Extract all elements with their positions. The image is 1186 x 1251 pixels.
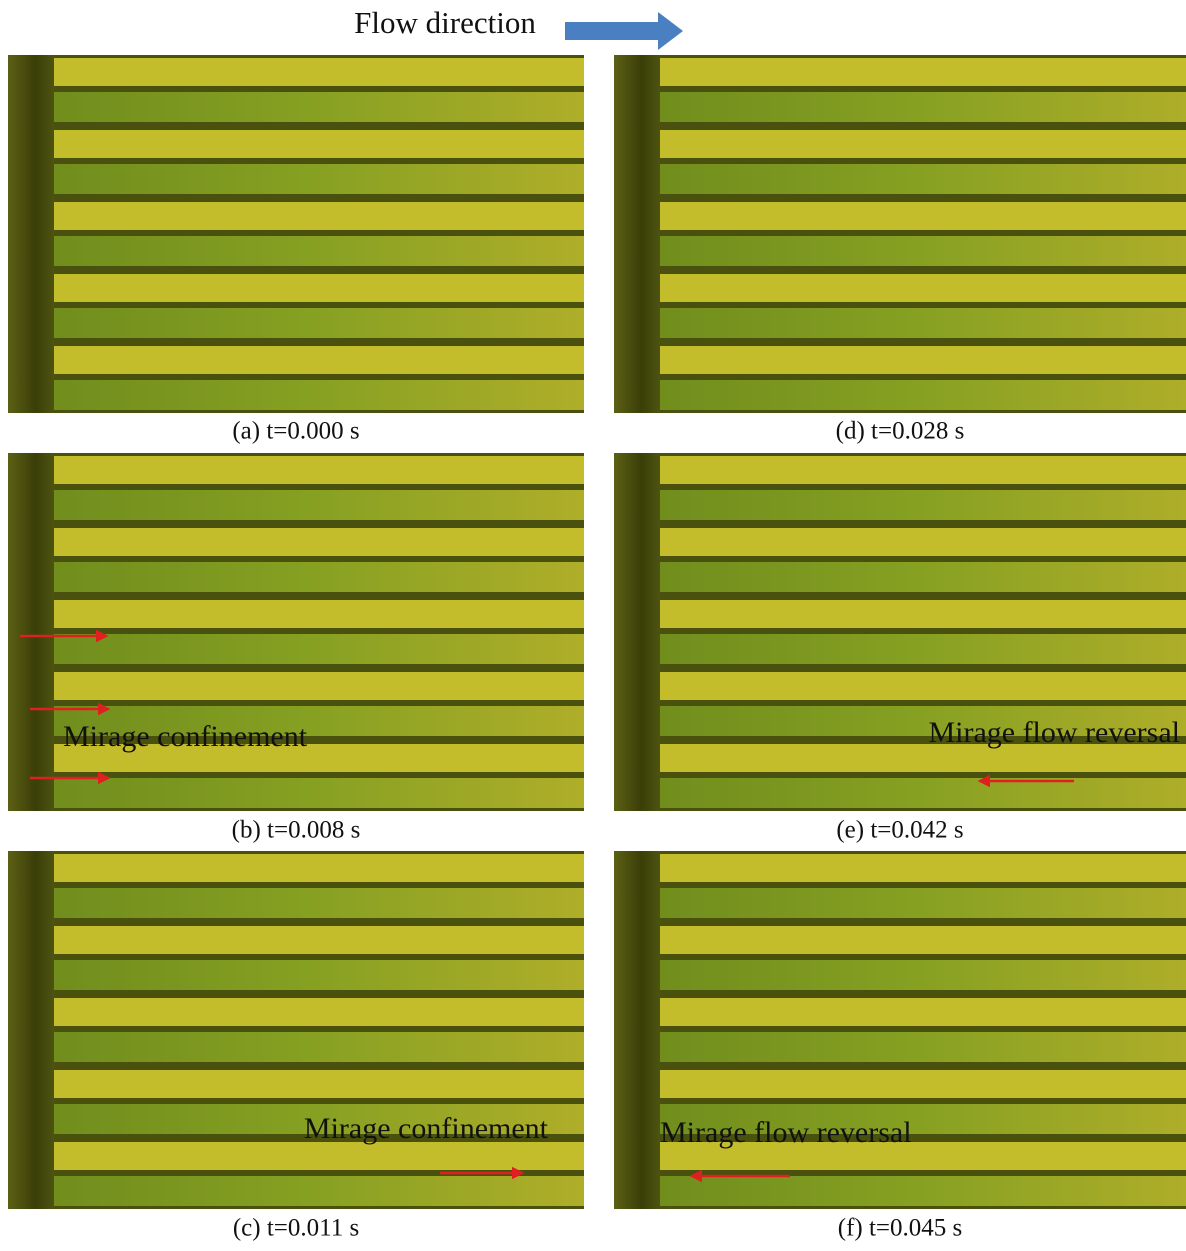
caption: (e) t=0.042 s — [836, 817, 963, 844]
flow-direction-label: Flow direction — [354, 5, 536, 40]
caption: (b) t=0.008 s — [232, 817, 361, 844]
annotation: Mirage flow reversal — [660, 1116, 912, 1149]
photo-stripes — [8, 55, 584, 413]
caption: (f) t=0.045 s — [838, 1215, 963, 1242]
photo-stripes — [614, 55, 1186, 413]
photo-edge — [614, 55, 660, 413]
photo-panel — [8, 55, 584, 413]
photo-panel: Mirage confinement — [8, 453, 584, 811]
photo-edge — [614, 453, 660, 811]
photo-panel: Mirage flow reversal — [614, 453, 1186, 811]
photo-edge — [614, 851, 660, 1209]
photo-edge — [8, 851, 54, 1209]
photo-stripes — [8, 453, 584, 811]
caption: (d) t=0.028 s — [836, 418, 965, 445]
photo-stripes — [8, 851, 584, 1209]
annotation: Mirage flow reversal — [928, 716, 1180, 749]
photo-stripes — [614, 453, 1186, 811]
photo-panel: Mirage confinement — [8, 851, 584, 1209]
annotation: Mirage confinement — [63, 720, 308, 753]
flow-arrow — [565, 12, 683, 50]
photo-panel — [614, 55, 1186, 413]
photo-panel: Mirage flow reversal — [614, 851, 1186, 1209]
photo-stripes — [614, 851, 1186, 1209]
caption: (a) t=0.000 s — [232, 418, 359, 445]
caption: (c) t=0.011 s — [233, 1215, 359, 1242]
annotation: Mirage confinement — [304, 1112, 549, 1145]
photo-edge — [8, 453, 54, 811]
photo-edge — [8, 55, 54, 413]
